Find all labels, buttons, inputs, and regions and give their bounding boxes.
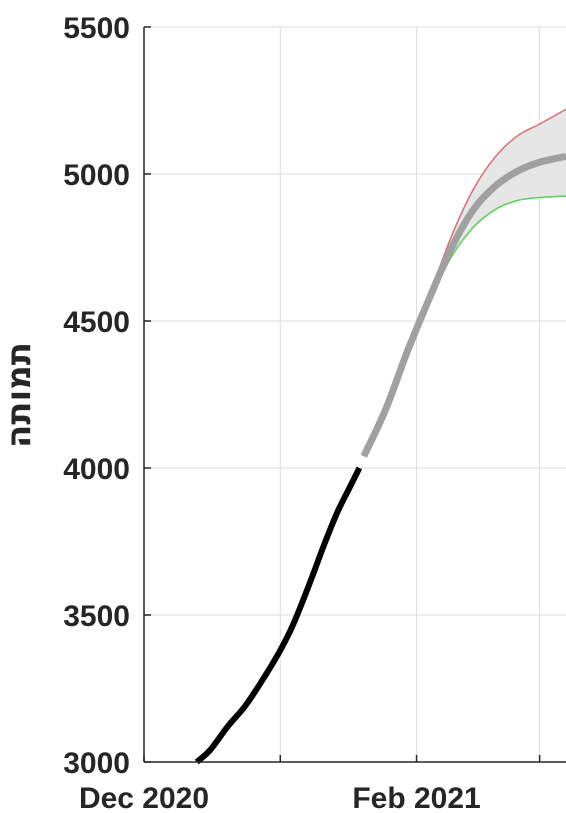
- y-tick-label: 4000: [63, 453, 130, 486]
- y-axis-label: תמותה: [0, 342, 39, 448]
- y-tick-label: 3000: [63, 747, 130, 780]
- x-tick-label: Dec 2020: [79, 782, 209, 813]
- y-tick-label: 4500: [63, 306, 130, 339]
- grid-lines: [143, 26, 566, 763]
- y-tick-label: 5500: [63, 12, 130, 45]
- forecast-median-line: [360, 152, 566, 458]
- x-tick-label: Feb 2021: [352, 782, 480, 813]
- observed-line: [194, 466, 363, 765]
- series-group: [194, 108, 566, 765]
- axes: [143, 26, 566, 763]
- y-tick-label: 3500: [63, 600, 130, 633]
- y-tick-label: 5000: [63, 159, 130, 192]
- forecast-band: [363, 109, 566, 457]
- tick-labels: 3000 3500 4000 4500 5000 5500 Dec 2020 Feb 2021: [63, 12, 481, 813]
